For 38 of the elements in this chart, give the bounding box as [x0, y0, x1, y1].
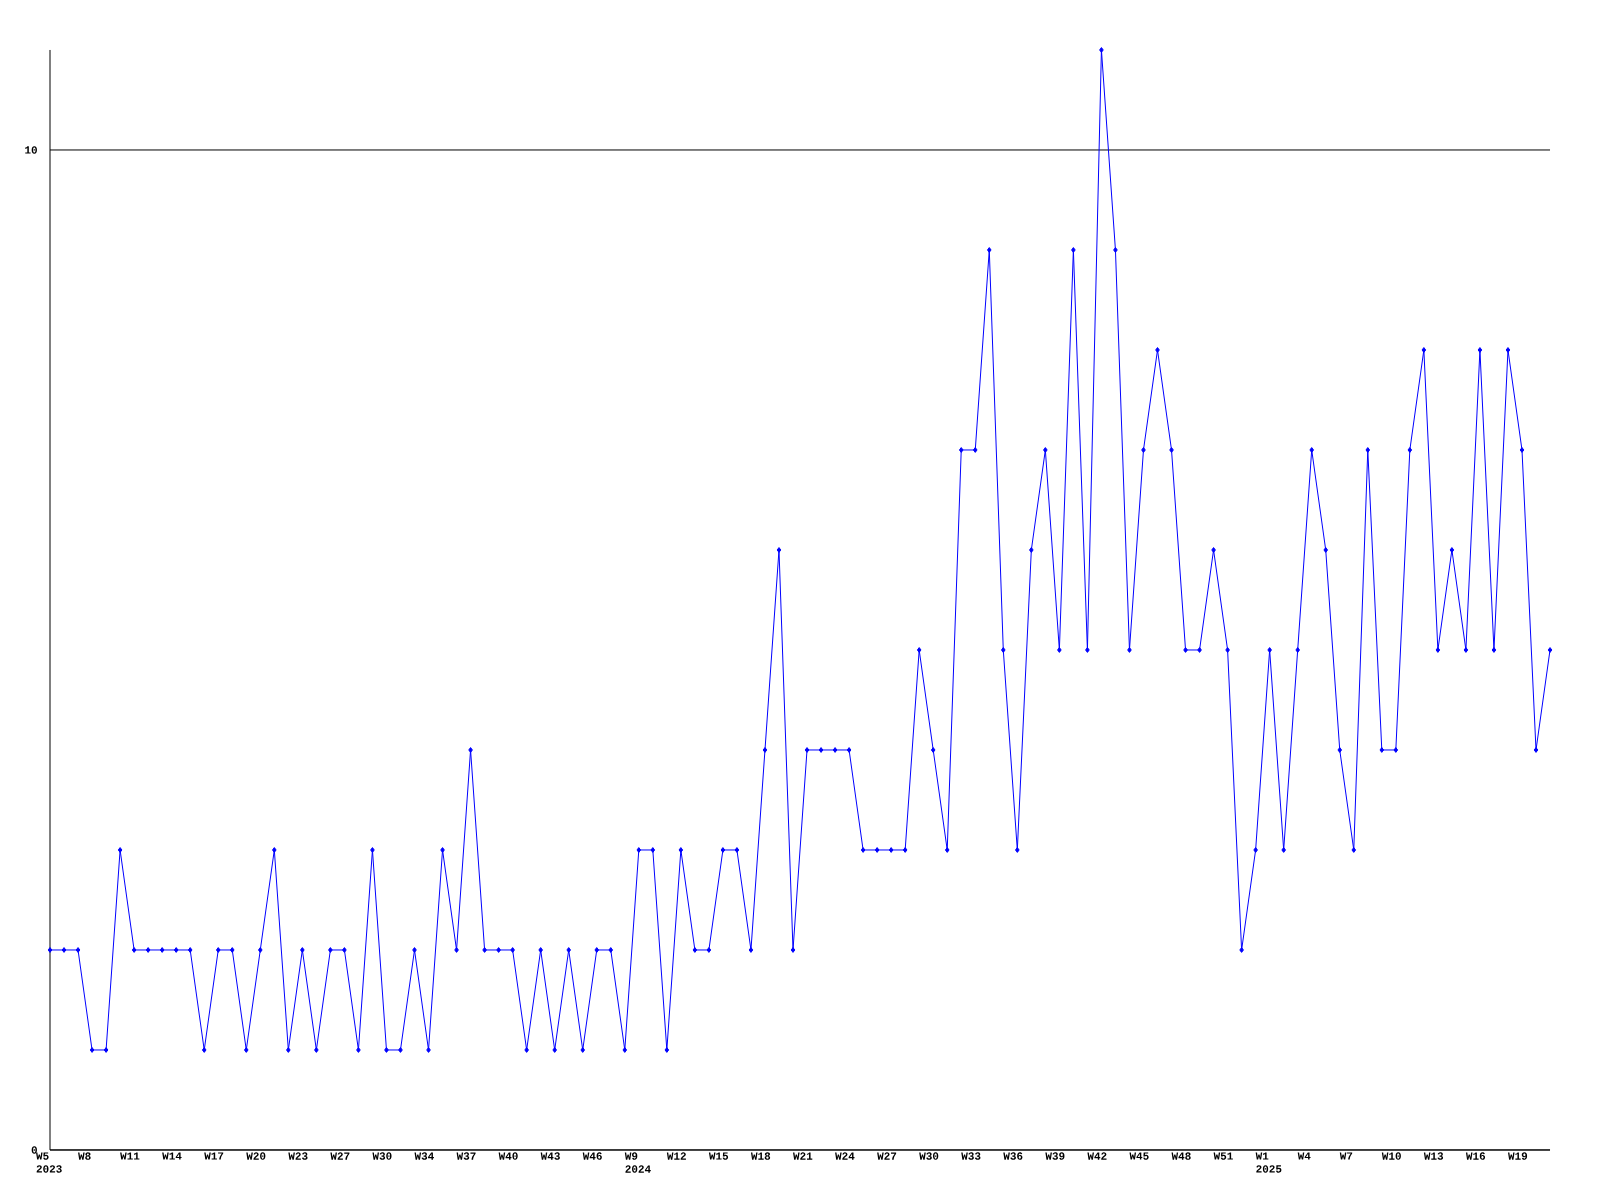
x-tick-label: W27 [877, 1152, 897, 1160]
x-tick-label: W34 [414, 1152, 434, 1160]
x-tick-label: W7 [1339, 1152, 1353, 1160]
x-tick-label: W27 [330, 1152, 350, 1160]
x-tick-label: W19 [1507, 1152, 1528, 1160]
x-tick-label: W51 [1213, 1152, 1233, 1160]
x-tick-label: W15 [708, 1152, 729, 1160]
x-tick-label: W5 2023 [36, 1152, 62, 1173]
x-tick-label: W12 [666, 1152, 686, 1160]
x-tick-label: W21 [793, 1152, 813, 1160]
x-tick-label: W17 [204, 1152, 224, 1160]
y-tick-label: 0 [31, 1146, 37, 1154]
x-tick-label: W8 [78, 1152, 91, 1160]
x-tick-label: W9 2024 [624, 1152, 651, 1173]
x-tick-label: W46 [582, 1152, 602, 1160]
x-tick-label: W33 [961, 1152, 981, 1160]
x-tick-label: W45 [1129, 1152, 1149, 1160]
x-tick-label: W13 [1423, 1152, 1444, 1160]
x-tick-label: W48 [1171, 1152, 1191, 1160]
x-tick-label: W42 [1087, 1152, 1107, 1160]
x-tick-label: W30 [372, 1152, 392, 1160]
y-tick-label: 10 [25, 146, 37, 154]
x-tick-label: W24 [835, 1152, 855, 1160]
x-tick-label: W23 [288, 1152, 308, 1160]
x-tick-label: W18 [750, 1152, 771, 1160]
x-tick-label: W40 [498, 1152, 518, 1160]
x-tick-label: W36 [1003, 1152, 1023, 1160]
x-tick-label: W43 [540, 1152, 560, 1160]
x-tick-label: W37 [456, 1152, 476, 1160]
x-tick-label: W1 2025 [1255, 1152, 1282, 1173]
x-tick-label: W16 [1465, 1152, 1486, 1160]
x-tick-label: W4 [1297, 1152, 1311, 1160]
x-tick-label: W39 [1045, 1152, 1065, 1160]
x-tick-label: W14 [162, 1152, 182, 1160]
x-tick-label: W20 [246, 1152, 266, 1160]
x-tick-label: W11 [120, 1152, 140, 1160]
x-tick-label: W10 [1381, 1152, 1401, 1160]
x-tick-label: W30 [919, 1152, 939, 1160]
